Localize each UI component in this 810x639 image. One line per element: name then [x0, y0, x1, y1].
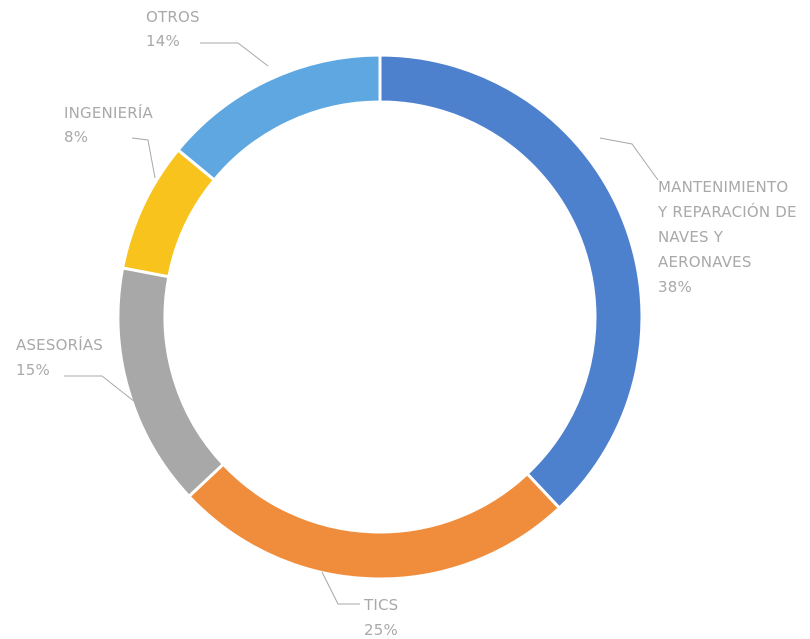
leader-line — [200, 42, 269, 67]
slice-category-label: AERONAVES — [658, 253, 752, 271]
slice-value-label: 14% — [146, 32, 180, 50]
slice-label: OTROS 14% — [146, 8, 200, 50]
slice-label: INGENIERÍA 8% — [64, 103, 154, 146]
slice-category-label: ASESORÍAS — [16, 335, 103, 354]
donut-slice — [378, 53, 644, 511]
leader-lines — [64, 42, 659, 605]
slice-label: ASESORÍAS 15% — [16, 335, 103, 379]
slice-category-label: TICS — [363, 596, 398, 614]
slice-category-label: INGENIERÍA — [64, 103, 154, 122]
slice-category-label: Y REPARACIÓN DE — [657, 202, 797, 221]
slice-value-label: 38% — [658, 278, 692, 296]
slice-category-label: OTROS — [146, 8, 200, 26]
slice-value-label: 15% — [16, 361, 50, 379]
leader-line — [64, 375, 136, 403]
donut-slice — [186, 462, 562, 581]
slice-category-label: MANTENIMIENTO — [658, 178, 788, 196]
leader-line — [599, 137, 659, 181]
slice-value-label: 25% — [364, 621, 398, 639]
slice-label: TICS 25% — [363, 596, 398, 639]
donut-slice — [116, 266, 226, 499]
slice-value-label: 8% — [64, 128, 88, 146]
slice-labels: MANTENIMIENTO Y REPARACIÓN DE NAVES Y AERON… — [16, 8, 797, 639]
leader-line — [131, 137, 156, 179]
slice-label: MANTENIMIENTO Y REPARACIÓN DE NAVES Y AERON… — [657, 178, 797, 296]
donut-slices — [116, 53, 644, 581]
slice-category-label: NAVES Y — [658, 228, 724, 246]
donut-slice — [176, 53, 382, 183]
leader-line — [321, 571, 360, 605]
